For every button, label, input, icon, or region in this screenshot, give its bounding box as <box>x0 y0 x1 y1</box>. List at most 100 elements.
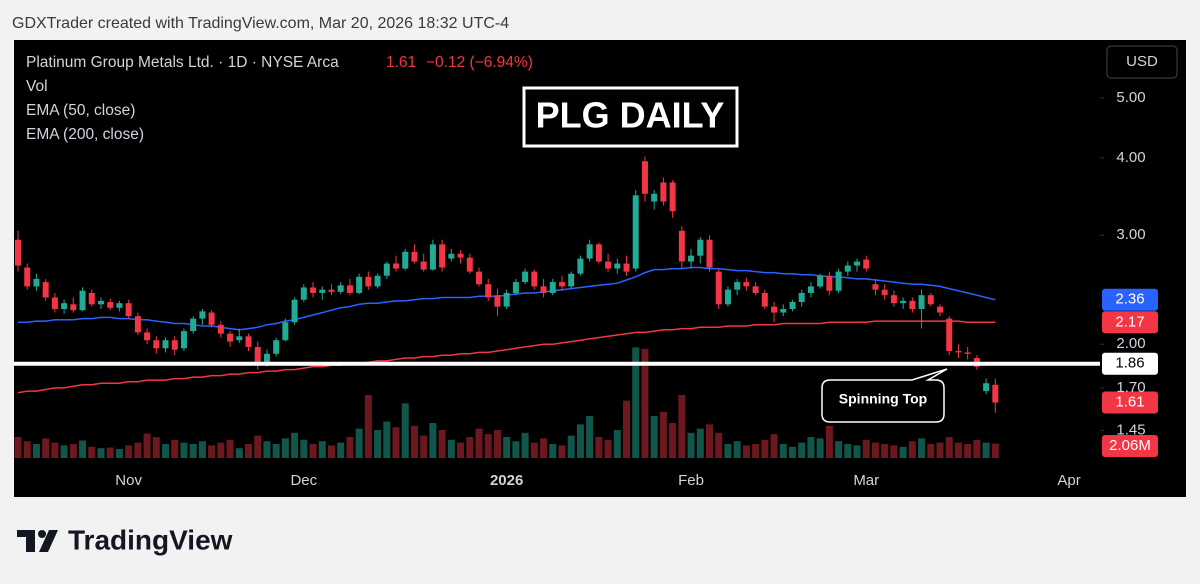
candle-body <box>171 340 178 350</box>
candle-body <box>199 311 206 319</box>
volume-bar <box>696 428 704 458</box>
volume-bar <box>770 434 778 458</box>
y-tick-label: 4.00 <box>1116 149 1145 166</box>
candle-body <box>134 316 141 333</box>
candle-body <box>595 244 602 262</box>
volume-bar <box>807 437 815 458</box>
volume-bar <box>742 445 750 458</box>
legend-ema50: EMA (50, close) <box>26 102 135 119</box>
attribution: GDXTrader created with TradingView.com, … <box>12 15 509 32</box>
candle-body <box>393 263 400 269</box>
volume-bar <box>918 438 926 458</box>
candle-body <box>328 289 335 292</box>
volume-bar <box>493 430 501 458</box>
level-label: 1.86 <box>1115 355 1144 372</box>
volume-bar <box>659 411 667 458</box>
volume-bar <box>503 437 511 458</box>
volume-bar <box>595 437 603 458</box>
x-tick-label: Apr <box>1057 472 1080 489</box>
volume-bar <box>208 445 216 458</box>
candle-body <box>798 292 805 303</box>
volume-bar <box>392 427 400 458</box>
candle-body <box>817 275 824 287</box>
volume-bar <box>475 428 483 458</box>
candle-body <box>992 384 999 403</box>
candle-body <box>946 318 953 352</box>
volume-bar <box>678 395 686 458</box>
legend-ema200: EMA (200, close) <box>26 126 144 143</box>
volume-bar <box>217 442 225 458</box>
candle-body <box>485 284 492 298</box>
candle-body <box>669 182 676 212</box>
candle-body <box>734 282 741 290</box>
candle-body <box>97 300 104 305</box>
volume-bar <box>374 430 382 458</box>
candle-body <box>208 312 215 325</box>
volume-bar <box>825 425 833 458</box>
candle-body <box>439 244 446 268</box>
volume-bar <box>189 444 197 458</box>
candle-body <box>549 282 556 293</box>
volume-bar <box>438 430 446 458</box>
candle-body <box>310 287 317 293</box>
candle-body <box>51 297 58 309</box>
candle-body <box>346 285 353 293</box>
volume-bar <box>945 437 953 458</box>
candle-body <box>291 299 298 323</box>
volume-bar <box>171 439 179 458</box>
candle-body <box>826 275 833 291</box>
candle-body <box>153 340 160 349</box>
volume-bar <box>761 439 769 458</box>
volume-bar <box>346 437 354 458</box>
candle-body <box>236 336 243 341</box>
candle-body <box>383 263 390 276</box>
ema-last-label: 2.36 <box>1115 291 1144 308</box>
candle-body <box>282 322 289 341</box>
volume-bar <box>355 428 363 458</box>
ema-last-badge <box>1102 311 1158 334</box>
candle-body <box>789 302 796 309</box>
logo-dot <box>38 530 46 538</box>
candle-body <box>356 276 363 293</box>
volume-bar <box>235 448 243 458</box>
candle-body <box>540 286 547 293</box>
volume-bar <box>991 443 999 458</box>
ema-last-label: 2.17 <box>1115 313 1144 330</box>
volume-bar <box>816 438 824 458</box>
volume-bar <box>309 444 317 458</box>
volume-bar <box>576 424 584 458</box>
volume-bar <box>23 441 31 458</box>
volume-bar <box>226 439 234 458</box>
candle-body <box>964 352 971 354</box>
candle-body <box>42 282 49 298</box>
volume-bar <box>162 444 170 458</box>
x-tick-label: Dec <box>290 472 317 489</box>
y-tick-label: 5.00 <box>1116 89 1145 106</box>
candle-body <box>512 282 519 293</box>
ema-last-badge <box>1102 288 1158 311</box>
brand-logo <box>17 530 58 552</box>
currency-button[interactable] <box>1106 45 1178 79</box>
volume-bar <box>198 441 206 458</box>
volume-bar <box>540 438 548 458</box>
candle-body <box>909 300 916 309</box>
candle-body <box>854 261 861 266</box>
currency[interactable]: USD <box>1126 53 1158 70</box>
candle-body <box>144 332 151 341</box>
candle-body <box>660 182 667 202</box>
candle-body <box>263 353 270 364</box>
candle-body <box>844 265 851 272</box>
candle-body <box>955 351 962 353</box>
candle-body <box>24 267 31 287</box>
candle-body <box>190 318 197 332</box>
volume-bar <box>927 444 935 458</box>
candle-body <box>577 258 584 274</box>
volume-bar <box>60 445 68 458</box>
volume-bar <box>32 444 40 458</box>
candle-body <box>918 295 925 309</box>
candle-body <box>761 292 768 307</box>
volume-bar <box>788 446 796 458</box>
last-close-badge <box>1102 391 1158 414</box>
volume-bar <box>337 442 345 458</box>
volume-bar <box>862 439 870 458</box>
